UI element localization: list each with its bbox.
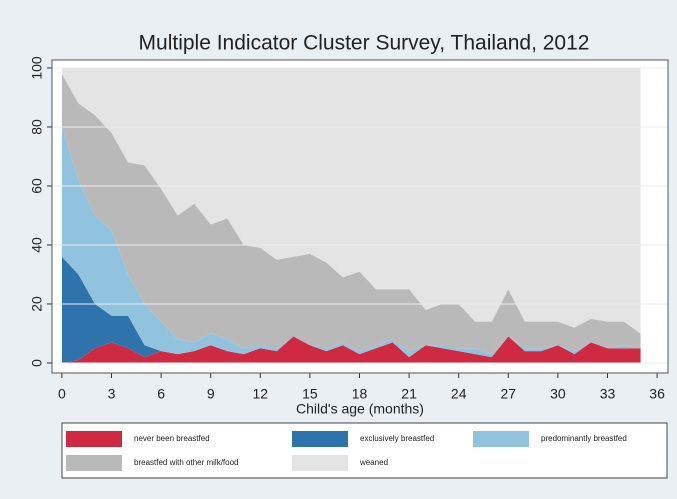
legend-swatch bbox=[66, 455, 122, 471]
x-tick-label: 6 bbox=[157, 386, 165, 402]
x-tick-label: 9 bbox=[207, 386, 215, 402]
y-tick-label: 40 bbox=[29, 237, 45, 253]
legend-swatch bbox=[473, 431, 529, 447]
x-tick-label: 33 bbox=[600, 386, 616, 402]
legend bbox=[61, 422, 668, 479]
y-tick-label: 0 bbox=[29, 359, 45, 367]
area bbox=[61, 336, 641, 363]
x-axis-title: Child's age (months) bbox=[296, 401, 424, 417]
x-tick-label: 18 bbox=[352, 386, 368, 402]
y-tick-label: 60 bbox=[29, 178, 45, 194]
x-tick-label: 27 bbox=[501, 386, 517, 402]
legend-label: predominantly breastfed bbox=[541, 434, 627, 443]
legend-label: never been breastfed bbox=[134, 434, 210, 443]
plot-frame bbox=[51, 59, 669, 374]
x-tick-label: 36 bbox=[649, 386, 665, 402]
chart-title: Multiple Indicator Cluster Survey, Thail… bbox=[139, 32, 590, 55]
y-tick-label: 100 bbox=[29, 56, 45, 80]
x-tick-label: 3 bbox=[108, 386, 116, 402]
legend-swatch bbox=[66, 431, 122, 447]
legend-label: weaned bbox=[359, 458, 388, 467]
legend-label: breastfed with other milk/food bbox=[134, 458, 239, 467]
x-tick-label: 30 bbox=[550, 386, 566, 402]
legend-swatch bbox=[292, 455, 348, 471]
area bbox=[61, 67, 641, 334]
area bbox=[61, 73, 641, 355]
x-tick-label: 24 bbox=[451, 386, 467, 402]
x-tick-label: 12 bbox=[253, 386, 269, 402]
x-tick-label: 21 bbox=[401, 386, 417, 402]
x-tick-label: 15 bbox=[302, 386, 318, 402]
legend-label: exclusively breastfed bbox=[360, 434, 434, 443]
y-tick-label: 80 bbox=[29, 119, 45, 135]
legend-swatch bbox=[292, 431, 348, 447]
x-tick-label: 0 bbox=[58, 386, 66, 402]
y-tick-label: 20 bbox=[29, 296, 45, 312]
